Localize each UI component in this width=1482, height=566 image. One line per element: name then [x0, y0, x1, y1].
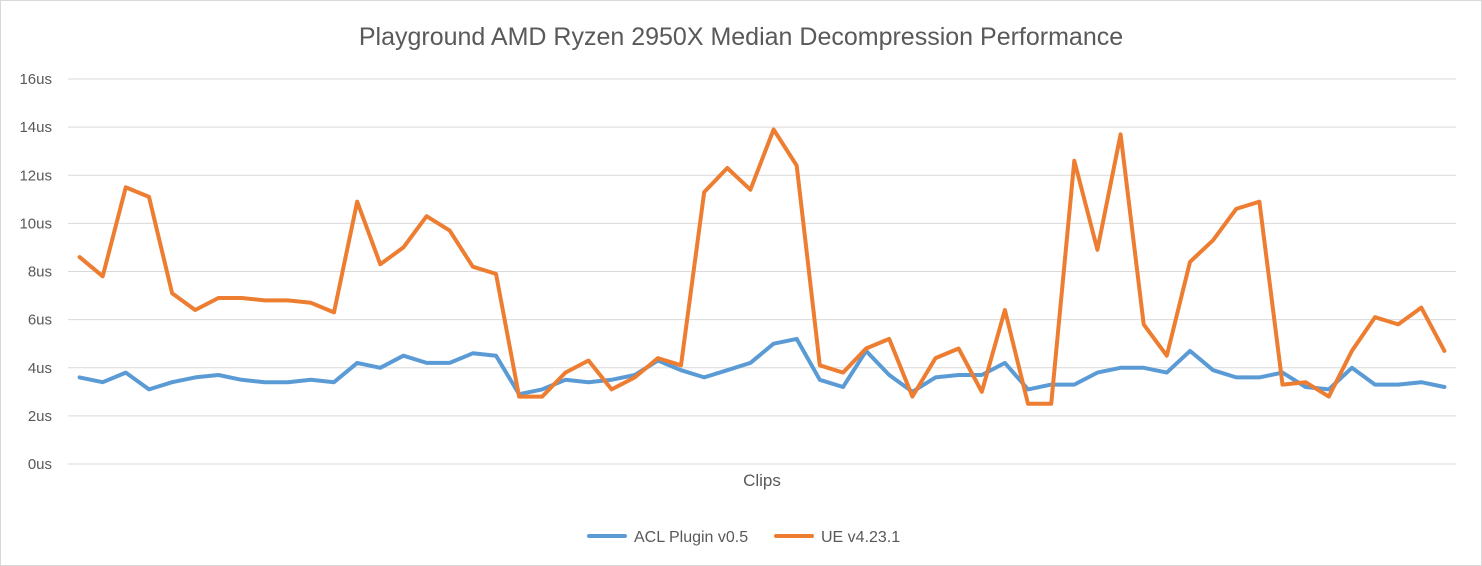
y-tick-label: 2us	[28, 408, 52, 425]
y-tick-label: 8us	[28, 264, 52, 281]
legend-label-1: UE v4.23.1	[821, 529, 900, 546]
y-axis-tick-labels: 0us 2us 4us 6us 8us 10us 12us 14us 16us	[19, 71, 52, 473]
series-line-1	[77, 127, 1447, 406]
x-axis-title: Clips	[743, 471, 781, 490]
y-tick-label: 10us	[19, 215, 52, 232]
y-tick-label: 4us	[28, 360, 52, 377]
chart-title: Playground AMD Ryzen 2950X Median Decomp…	[359, 23, 1123, 51]
y-tick-label: 0us	[28, 456, 52, 473]
y-tick-label: 14us	[19, 119, 52, 136]
y-tick-label: 6us	[28, 312, 52, 329]
legend-label-0: ACL Plugin v0.5	[634, 529, 748, 546]
legend: ACL Plugin v0.5 UE v4.23.1	[587, 529, 900, 546]
gridlines	[68, 78, 1456, 465]
y-tick-label: 16us	[19, 71, 52, 88]
series-line-0	[77, 336, 1447, 397]
y-tick-label: 12us	[19, 167, 52, 184]
series-lines	[77, 127, 1447, 406]
